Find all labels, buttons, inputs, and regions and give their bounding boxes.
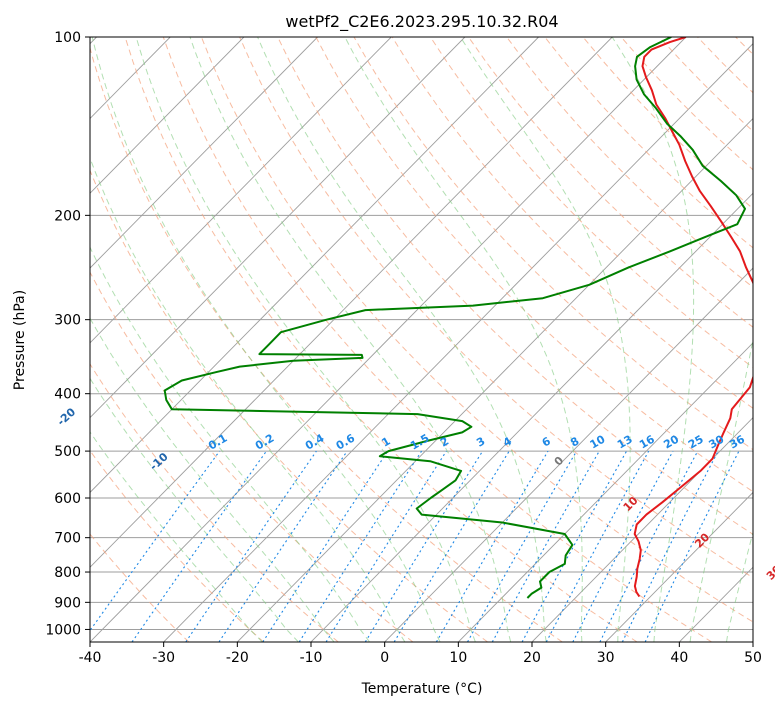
x-tick-label: -20	[226, 650, 249, 666]
isotherm-line	[237, 117, 753, 642]
moist-adiabat-line	[344, 37, 583, 642]
mixing-ratio-line	[644, 450, 740, 642]
mixing-ratio-line	[364, 450, 484, 642]
y-tick-label: 100	[54, 30, 81, 46]
dry-adiabat-line	[90, 46, 563, 642]
moist-adiabat-line	[90, 246, 371, 642]
moist-adiabat-label: 30	[764, 563, 775, 583]
moist-adiabat-line	[257, 37, 547, 642]
series-lines	[163, 37, 753, 599]
dry-adiabat-line	[429, 37, 753, 369]
mixing-ratio-line	[262, 450, 389, 642]
x-tick-label: 0	[380, 650, 389, 666]
dry-adiabat-line	[468, 37, 753, 328]
mixing-ratio-line	[435, 450, 549, 642]
x-axis: -40 -30 -20 -10 0 10 20 30 40 50	[79, 642, 762, 666]
moist-adiabat-line	[611, 37, 695, 642]
dry-adiabat-line	[353, 37, 753, 451]
dry-adiabat-line	[124, 37, 638, 642]
dry-adiabat-line	[506, 37, 753, 288]
y-axis-title: Pressure (hPa)	[12, 290, 28, 390]
moist-adiabat-line	[90, 431, 263, 642]
moist-adiabat-line	[91, 37, 441, 642]
x-tick-label: -30	[152, 650, 175, 666]
x-tick-label: 30	[597, 650, 615, 666]
dry-adiabat-line	[90, 449, 264, 642]
mixing-ratio-line	[572, 450, 674, 642]
mixing-ratio-line	[467, 450, 578, 642]
background-lines	[90, 37, 753, 642]
mixing-ratio-line	[90, 450, 221, 632]
y-tick-label: 800	[54, 565, 81, 581]
dewpoint-line	[163, 37, 746, 599]
mixing-ratio-line	[599, 450, 699, 642]
moist-adiabat-line	[90, 377, 299, 642]
isotherm-line	[90, 37, 245, 194]
dry-adiabat-line	[239, 37, 753, 579]
y-tick-label: 400	[54, 387, 81, 403]
plot-frame	[89, 36, 754, 643]
isotherm-line	[90, 37, 466, 419]
y-tick-label: 900	[54, 595, 81, 611]
isotherm-line	[90, 37, 539, 494]
y-tick-label: 200	[54, 208, 81, 224]
dry-adiabat-line	[277, 37, 753, 535]
x-tick-label: 20	[523, 650, 541, 666]
isotherm-line	[163, 43, 753, 642]
x-tick-label: 50	[744, 650, 762, 666]
mixing-ratio-line	[521, 450, 628, 642]
mixing-ratio-line	[298, 450, 423, 642]
x-tick-label: -10	[300, 650, 323, 666]
moist-adiabat-line	[135, 37, 476, 642]
x-axis-title: Temperature (°C)	[361, 681, 483, 697]
isotherm-line	[384, 267, 753, 642]
chart-title: wetPf2_C2E6.2023.295.10.32.R04	[285, 12, 558, 32]
dry-adiabat-line	[315, 37, 753, 493]
dry-adiabat-line	[90, 169, 488, 642]
y-tick-label: 700	[54, 531, 81, 547]
moist-adiabat-line	[90, 317, 335, 642]
mixing-ratio-line	[621, 450, 719, 642]
y-axis: 100 200 300 400 500 600 700 800 900 1000	[45, 30, 90, 638]
isotherm-line	[90, 37, 613, 568]
isotherm-line	[531, 416, 753, 642]
isotherm-line	[90, 37, 392, 344]
y-tick-label: 600	[54, 491, 81, 507]
moist-adiabat-line	[189, 37, 512, 642]
x-tick-label: -40	[79, 650, 102, 666]
isotherm-line	[605, 491, 753, 642]
isotherm-line	[458, 342, 753, 642]
moist-adiabat-line	[726, 530, 753, 642]
mixing-ratio-line	[131, 450, 267, 642]
mixing-ratio-line	[545, 450, 650, 642]
temperature-line	[633, 37, 753, 598]
dry-adiabat-line	[162, 37, 712, 642]
mixing-ratio-line	[491, 450, 600, 642]
dry-adiabat-line	[200, 37, 753, 623]
y-tick-label: 500	[54, 444, 81, 460]
moist-adiabat-line	[90, 156, 406, 642]
y-tick-label: 300	[54, 313, 81, 329]
x-tick-label: 40	[670, 650, 688, 666]
mixing-ratio-line	[393, 450, 510, 642]
isotherm-line	[90, 37, 318, 269]
x-tick-label: 10	[449, 650, 467, 666]
isotherm-line	[90, 37, 687, 642]
moist-adiabat-line	[689, 337, 753, 642]
moist-adiabat-line	[459, 37, 631, 642]
y-tick-label: 1000	[45, 622, 81, 638]
dry-adiabat-line	[90, 271, 414, 642]
